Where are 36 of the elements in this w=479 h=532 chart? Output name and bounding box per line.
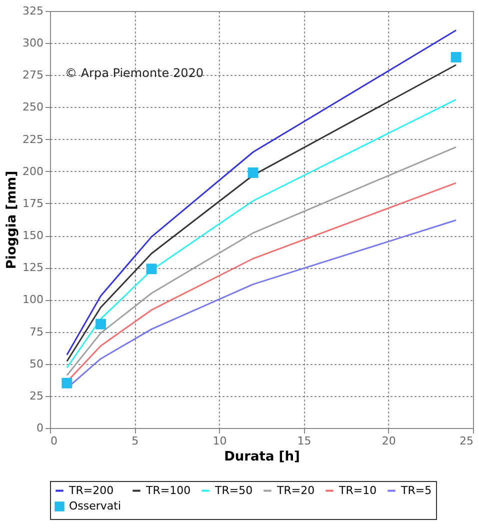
y-axis-title: Pioggia [mm] [4,170,20,270]
x-tick-label: 0 [50,434,58,448]
legend-label: TR=20 [276,484,315,497]
y-tick-label: 0 [36,422,44,434]
x-tick-label: 10 [212,434,227,448]
legend-label: TR=50 [214,484,253,497]
line-series [66,146,457,376]
x-tick-label: 5 [132,434,139,448]
y-tick-label: 225 [22,132,44,146]
y-tick-label: 150 [22,229,44,242]
y-tick-label: 300 [22,36,44,50]
legend-label: TR=100 [145,484,191,497]
y-tick-label: 325 [22,4,44,18]
y-tick-label: 125 [22,261,44,274]
point [62,378,72,388]
x-tick-label: 20 [382,434,396,448]
legend-label: TR=5 [400,484,432,497]
point [146,264,157,274]
point [248,167,258,178]
y-tick-label: 50 [30,357,44,370]
y-tick-label: 25 [30,389,44,402]
y-tick-label: 100 [22,293,44,306]
annotation: © Arpa Piemonte 2020 [65,66,204,80]
legend-label: Osservati [69,500,122,512]
legend-label: TR=10 [338,484,377,497]
legend-label: TR=200 [68,484,114,497]
y-tick-label: 250 [22,100,44,114]
y-tick-label: 75 [30,325,44,338]
x-tick-label: 15 [297,434,312,448]
y-tick-label: 275 [22,68,44,82]
point [450,52,462,62]
y-tick-label: 200 [22,164,44,178]
y-tick-label: 175 [22,196,44,210]
x-tick-label: 25 [460,434,474,448]
point [96,318,106,330]
x-axis-title: Durata [h] [224,450,300,464]
